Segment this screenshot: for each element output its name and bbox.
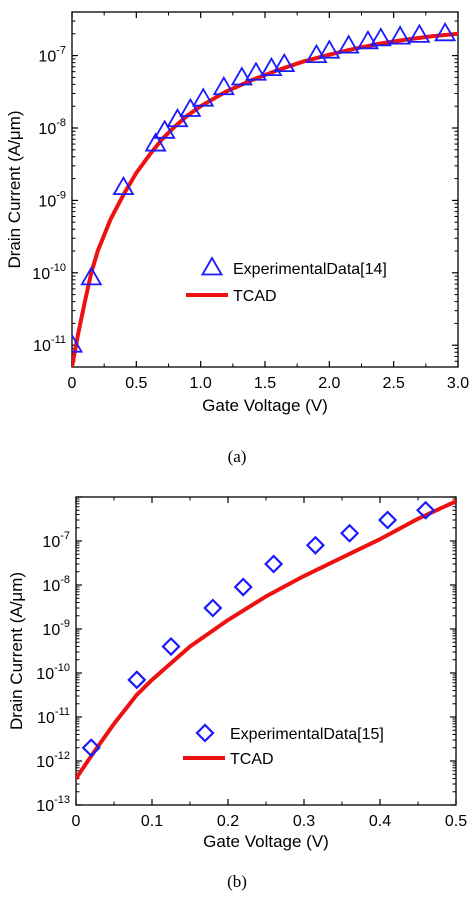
data-point-diamond xyxy=(81,738,101,758)
data-point-triangle xyxy=(369,27,392,47)
tcad-curve xyxy=(72,31,458,367)
x-tick-label: 3.0 xyxy=(447,375,469,392)
y-tick-label: 10-11 xyxy=(33,334,66,355)
x-tick-label: 0.1 xyxy=(141,813,163,830)
data-point-triangle xyxy=(230,66,253,86)
x-tick-label: 0.5 xyxy=(125,375,147,392)
data-point-diamond xyxy=(264,554,284,574)
y-tick-label: 10-9 xyxy=(42,618,70,639)
y-tick-label: 10-8 xyxy=(42,574,70,595)
data-point-triangle xyxy=(166,107,189,128)
x-tick-label: 0 xyxy=(68,375,77,392)
y-tick-label: 10-10 xyxy=(36,662,70,683)
y-tick-label: 10-10 xyxy=(32,262,66,283)
x-tick-label: 0.2 xyxy=(217,813,239,830)
data-point-triangle xyxy=(144,132,167,152)
data-point-triangle xyxy=(179,97,202,117)
data-point-diamond xyxy=(340,523,360,543)
x-tick-label: 1.5 xyxy=(254,375,276,392)
data-point-triangle xyxy=(408,23,431,43)
data-point-triangle xyxy=(153,119,176,139)
y-axis-title: Drain Current (A/μm) xyxy=(7,572,26,730)
x-tick-label: 2.0 xyxy=(318,375,340,392)
data-point-triangle xyxy=(273,52,296,73)
data-point-diamond xyxy=(305,535,325,555)
panel-a-chart: 0 0.5 1.0 1.5 2.0 2.5 3.0 10-11 10-10 10-9 10-8 10-… xyxy=(5,11,469,415)
data-point-diamond xyxy=(203,598,223,618)
x-tick-label: 2.5 xyxy=(383,375,405,392)
y-tick-label: 10-8 xyxy=(38,117,66,138)
legend-label: TCAD xyxy=(230,751,274,768)
x-tick-label: 0.5 xyxy=(445,813,467,830)
y-tick-label: 10-12 xyxy=(36,750,70,771)
data-point-diamond xyxy=(378,510,398,530)
data-point-diamond xyxy=(161,636,181,657)
x-tick-label: 0 xyxy=(72,813,81,830)
x-axis-title: Gate Voltage (V) xyxy=(202,396,328,415)
data-point-triangle xyxy=(356,30,379,50)
caption-a: (a) xyxy=(227,447,247,466)
data-point-triangle xyxy=(112,175,135,196)
y-tick-label: 10-13 xyxy=(36,794,70,815)
legend-label: ExperimentalData[15] xyxy=(230,726,384,743)
x-axis-title: Gate Voltage (V) xyxy=(203,832,329,851)
legend: ExperimentalData[15] TCAD xyxy=(183,723,384,768)
data-point-triangle xyxy=(244,61,268,81)
data-point-triangle xyxy=(212,75,235,96)
legend: ExperimentalData[14] TCAD xyxy=(186,256,387,305)
data-point-triangle xyxy=(389,25,412,45)
y-tick-label: 10-9 xyxy=(38,189,66,210)
panel-b-chart: 0 0.1 0.2 0.3 0.4 0.5 10-13 10-12 10-11 10-10 10-9… xyxy=(7,496,467,851)
legend-marker-swatch xyxy=(195,723,215,743)
plot-area xyxy=(76,499,456,781)
x-tick-label: 1.0 xyxy=(190,375,212,392)
data-point-diamond xyxy=(416,500,436,520)
data-point-triangle xyxy=(72,333,84,353)
legend-label: ExperimentalData[14] xyxy=(233,261,387,278)
x-tick-label: 0.4 xyxy=(369,813,391,830)
data-point-triangle xyxy=(192,87,215,107)
plot-area xyxy=(72,21,458,367)
data-point-triangle xyxy=(337,34,360,54)
data-point-diamond xyxy=(127,670,147,690)
y-tick-label: 10-7 xyxy=(42,530,70,551)
tcad-curve xyxy=(76,499,456,781)
data-point-triangle xyxy=(318,39,341,59)
data-point-diamond xyxy=(233,577,253,597)
y-tick-label: 10-7 xyxy=(38,45,66,66)
y-tick-label: 10-11 xyxy=(37,706,70,727)
x-tick-label: 0.3 xyxy=(293,813,315,830)
legend-label: TCAD xyxy=(233,288,277,305)
data-point-triangle xyxy=(434,21,457,42)
data-point-triangle xyxy=(260,56,283,77)
y-axis-title: Drain Current (A/μm) xyxy=(5,110,24,268)
data-point-triangle xyxy=(80,266,103,286)
caption-b: (b) xyxy=(227,872,247,891)
legend-marker-swatch xyxy=(200,256,224,276)
